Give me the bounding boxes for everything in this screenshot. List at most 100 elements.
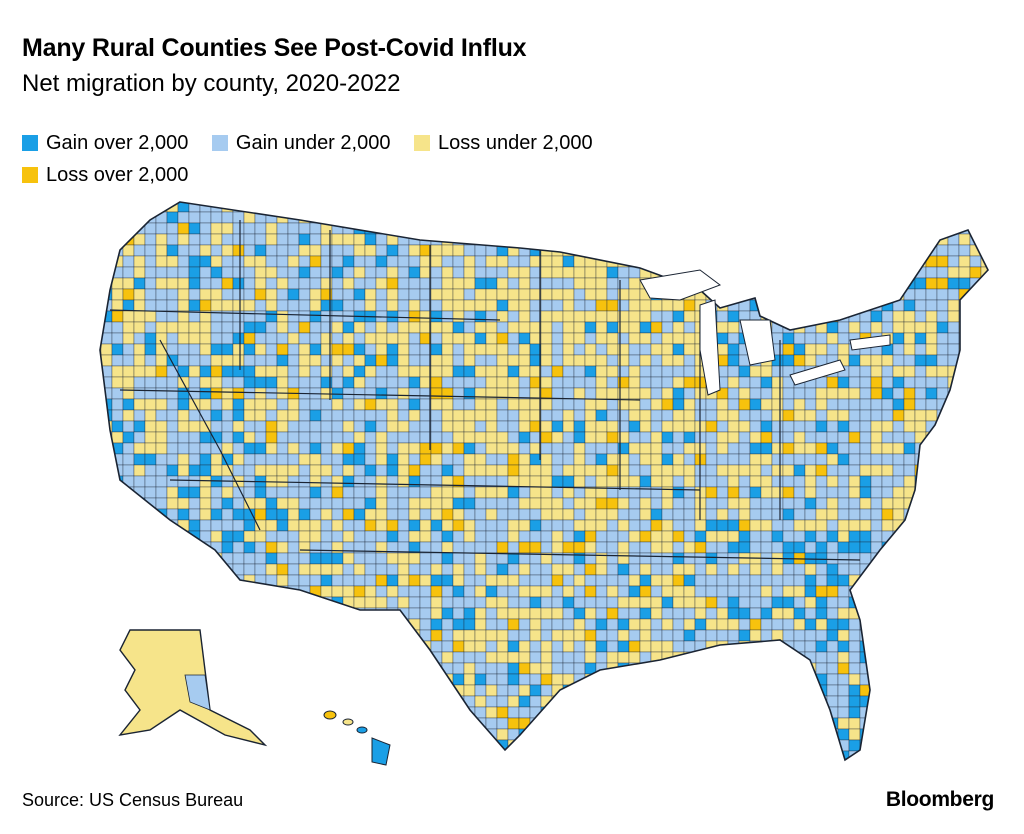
county-cell	[232, 596, 245, 609]
county-cell	[419, 563, 432, 576]
county-cell	[254, 244, 267, 257]
county-cell	[310, 762, 321, 773]
county-cell	[518, 651, 531, 664]
county-cell	[639, 310, 652, 323]
county-cell	[188, 618, 201, 631]
county-cell	[925, 596, 938, 609]
county-cell	[650, 508, 663, 521]
county-cell	[144, 299, 157, 312]
county-cell	[331, 728, 344, 741]
county-cell	[375, 728, 388, 741]
county-cell	[562, 233, 575, 246]
county-cell	[716, 706, 729, 719]
county-cell	[210, 420, 223, 433]
county-cell	[694, 607, 707, 620]
county-cell	[716, 288, 729, 301]
county-cell	[210, 266, 223, 279]
county-cell	[276, 365, 289, 378]
county-cell	[606, 519, 619, 532]
county-cell	[199, 233, 212, 246]
county-cell	[749, 475, 762, 488]
county-cell	[199, 596, 212, 609]
county-cell	[992, 454, 1003, 465]
county-cell	[771, 442, 784, 455]
county-cell	[518, 629, 531, 642]
county-cell	[167, 762, 178, 773]
county-cell	[804, 321, 817, 334]
county-cell	[738, 442, 751, 455]
county-cell	[958, 706, 971, 719]
county-cell	[144, 530, 157, 543]
county-cell	[375, 420, 388, 433]
county-cell	[705, 464, 718, 477]
county-cell	[980, 695, 988, 708]
county-cell	[859, 530, 872, 543]
county-cell	[936, 596, 949, 609]
county-cell	[958, 266, 971, 279]
county-cell	[111, 662, 124, 675]
county-cell	[683, 739, 696, 752]
county-cell	[892, 354, 905, 367]
county-cell	[650, 750, 663, 760]
county-cell	[430, 266, 443, 279]
county-cell	[881, 563, 894, 576]
county-cell	[331, 442, 344, 455]
county-cell	[716, 728, 729, 741]
county-cell	[760, 530, 773, 543]
county-cell	[441, 266, 454, 279]
county-cell	[298, 552, 311, 565]
county-cell	[111, 706, 124, 719]
county-cell	[255, 190, 266, 201]
county-cell	[177, 728, 190, 741]
county-cell	[563, 190, 574, 201]
county-cell	[375, 387, 388, 400]
county-cell	[111, 541, 124, 554]
county-cell	[408, 343, 421, 356]
county-cell	[320, 519, 333, 532]
county-cell	[617, 541, 630, 554]
county-cell	[848, 453, 861, 466]
county-cell	[639, 563, 652, 576]
county-cell	[607, 773, 618, 780]
county-cell	[408, 717, 421, 730]
county-cell	[683, 673, 696, 686]
county-cell	[936, 552, 949, 565]
county-cell	[177, 453, 190, 466]
county-cell	[430, 684, 443, 697]
county-cell	[628, 277, 641, 290]
county-cell	[958, 717, 971, 730]
county-cell	[331, 202, 344, 213]
county-cell	[122, 464, 135, 477]
county-cell	[837, 244, 850, 257]
county-cell	[727, 706, 740, 719]
county-cell	[958, 497, 971, 510]
county-cell	[265, 541, 278, 554]
county-cell	[485, 321, 498, 334]
county-cell	[243, 255, 256, 268]
county-cell	[749, 728, 762, 741]
county-cell	[639, 409, 652, 422]
county-cell	[221, 288, 234, 301]
county-cell	[486, 762, 497, 773]
county-cell	[518, 332, 531, 345]
county-cell	[892, 486, 905, 499]
county-cell	[804, 288, 817, 301]
county-cell	[584, 508, 597, 521]
county-cell	[573, 684, 586, 697]
county-cell	[738, 673, 751, 686]
county-cell	[749, 651, 762, 664]
county-cell	[452, 354, 465, 367]
county-cell	[101, 773, 112, 780]
county-cell	[530, 190, 541, 201]
legend-label: Loss under 2,000	[438, 132, 593, 154]
county-cell	[507, 277, 520, 290]
county-cell	[166, 398, 179, 411]
county-cell	[386, 442, 399, 455]
county-cell	[375, 453, 388, 466]
county-cell	[496, 508, 509, 521]
county-cell	[760, 662, 773, 675]
county-cell	[848, 519, 861, 532]
county-cell	[430, 453, 443, 466]
county-cell	[507, 266, 520, 279]
county-cell	[232, 530, 245, 543]
